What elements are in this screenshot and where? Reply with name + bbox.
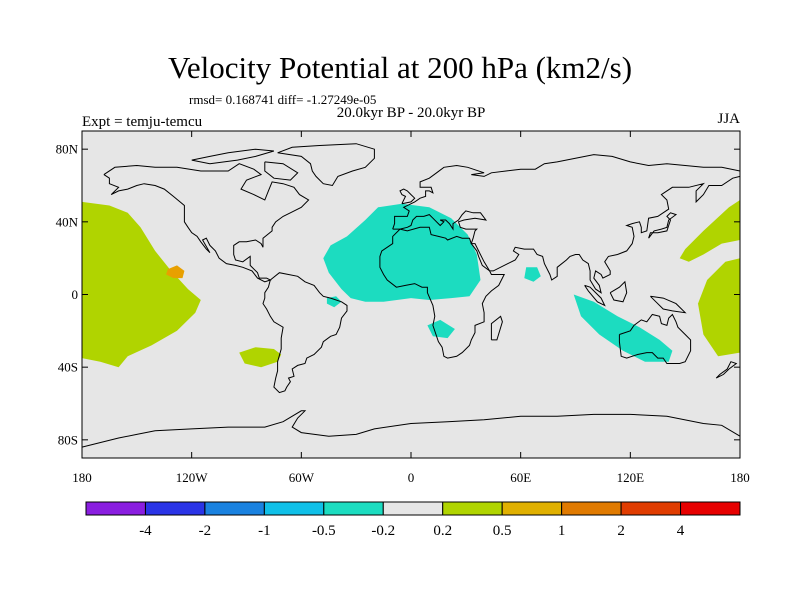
lon-tick-label: 120W [176,470,209,485]
lat-tick-label: 40S [58,360,78,375]
lon-tick-label: 0 [408,470,415,485]
colorbar-label: -4 [139,523,152,539]
field-region-africa-negative [323,203,481,302]
colorbar-label: -0.2 [371,523,395,539]
lat-tick-label: 0 [72,287,79,302]
season-label: JJA [717,111,740,127]
map-tick-labels: 80N 40N 0 40S 80S 180 120W 60W 0 60E 120E 180 [56,142,750,485]
coastline-britain [399,188,416,205]
field-region-pacific-positive-southwest [698,258,740,357]
coastline-antarctica [81,410,741,448]
coastline-baffin [264,161,299,181]
lon-tick-label: 180 [72,470,92,485]
colorbar-swatch [323,501,384,516]
coastline-africa [379,226,506,359]
field-region-pacific-local-max [166,265,185,279]
field-region-brazil-negative [326,296,342,308]
field-region-arabian-sea-negative [524,267,541,282]
coastline-japan [648,212,678,239]
coastline-madagascar [490,315,503,341]
coastline-south-america [262,272,348,394]
field-region-australia-negative [573,294,673,362]
colorbar-label: 0.2 [433,523,452,539]
colorbar-label: 1 [558,523,566,539]
lon-tick-label: 60W [289,470,315,485]
colorbar-swatch [382,501,444,516]
coastline-greenland [277,143,375,187]
map-subtitle: 20.0kyr BP - 20.0kyr BP [336,105,486,121]
colorbar [85,501,741,516]
rmsd-diff-stats: rmsd= 0.168741 diff= -1.27249e-05 [189,92,377,107]
coastline-australia [618,313,692,364]
field-region-pacific-positive-east [679,200,740,262]
colorbar-label: -1 [258,523,271,539]
colorbar-swatch [204,501,265,516]
lat-tick-label: 40N [56,214,79,229]
lon-tick-label: 180 [730,470,750,485]
coastline-borneo [609,280,628,303]
field-region-pacific-positive [82,201,201,368]
coastline-canadian-arch [191,148,275,165]
experiment-label: Expt = temju-temcu [82,114,203,130]
colorbar-swatch [85,501,146,516]
coastline-new-zealand [715,361,738,379]
field-region-south-america-positive [239,347,282,368]
lat-tick-label: 80S [58,432,78,447]
colorbar-swatch [561,501,622,516]
coastline-new-guinea [650,295,687,314]
coastline-eurasia-africa [392,154,741,230]
coastline-sumatra [584,284,606,307]
map-ticks [81,131,741,458]
colorbar-swatch [620,501,682,516]
lon-tick-label: 120E [617,470,645,485]
coastline-eurasia-east [392,175,741,294]
map-title: Velocity Potential at 200 hPa (km2/s) [167,50,633,85]
lat-tick-label: 80N [56,142,79,157]
colorbar-swatch [501,501,563,516]
colorbar-label: 2 [617,523,625,539]
colorbar-swatch [263,501,325,516]
field-regions [82,200,740,368]
colorbar-label: -0.5 [312,523,336,539]
colorbar-label: 0.5 [493,523,512,539]
colorbar-labels: -4 -2 -1 -0.5 -0.2 0.2 0.5 1 2 4 [139,523,685,539]
coastlines [81,143,741,448]
colorbar-label: 4 [677,523,685,539]
colorbar-label: -2 [199,523,212,539]
field-region-southern-africa-negative [427,319,455,339]
colorbar-swatch [680,501,741,516]
lon-tick-label: 60E [510,470,531,485]
colorbar-swatch [144,501,206,516]
coastline-north-america [103,163,310,283]
colorbar-swatch [442,501,503,516]
